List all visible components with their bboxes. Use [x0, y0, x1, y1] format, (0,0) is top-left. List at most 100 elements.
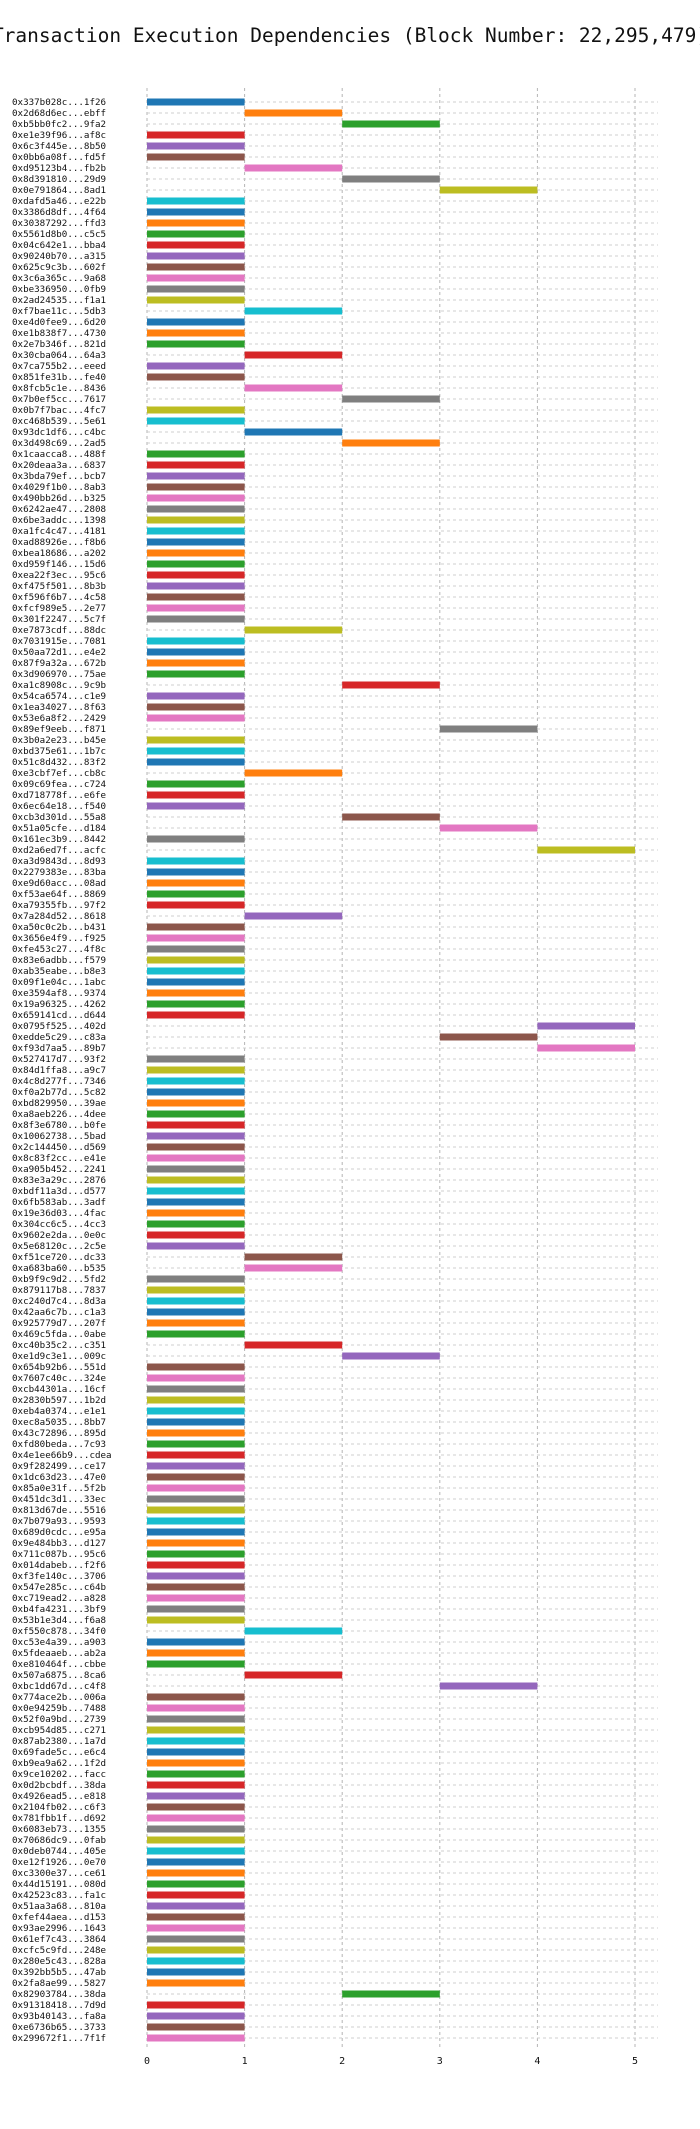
- bar: [439, 1033, 538, 1041]
- bar: [244, 1671, 343, 1679]
- y-tick-label: 0xedde5c29...c83a: [12, 1032, 106, 1043]
- y-tick-label: 0x879117b8...7837: [12, 1285, 106, 1296]
- bar: [147, 1451, 245, 1459]
- y-tick-label: 0x2c144450...d569: [12, 1142, 106, 1153]
- x-tick-label: 3: [437, 2056, 443, 2067]
- bar: [147, 1506, 245, 1514]
- y-tick-label: 0x6242ae47...2808: [12, 504, 106, 515]
- bar: [147, 1759, 245, 1767]
- y-tick-label: 0x304cc6c5...4cc3: [12, 1219, 106, 1230]
- bar: [147, 1143, 245, 1151]
- bar: [147, 230, 245, 238]
- bar: [244, 626, 343, 634]
- y-tick-label: 0x014dabeb...f2f6: [12, 1560, 106, 1571]
- y-tick-label: 0xc3300e37...ce61: [12, 1868, 106, 1879]
- y-tick-label: 0x2e7b346f...821d: [12, 339, 106, 350]
- y-tick-label: 0x30387292...ffd3: [12, 218, 106, 229]
- x-tick-label: 4: [534, 2056, 540, 2067]
- y-tick-label: 0x51aa3a68...810a: [12, 1901, 106, 1912]
- y-tick-label: 0x6fb583ab...3adf: [12, 1197, 106, 1208]
- y-tick-label: 0xa8aeb226...4dee: [12, 1109, 106, 1120]
- y-tick-label: 0xa50c0c2b...b431: [12, 922, 106, 933]
- y-tick-label: 0x0deb0744...405e: [12, 1846, 106, 1857]
- y-tick-label: 0xa1fc4c47...4181: [12, 526, 106, 537]
- bar: [147, 571, 245, 579]
- bar: [244, 428, 343, 436]
- y-tick-label: 0x87ab2380...1a7d: [12, 1736, 106, 1747]
- y-tick-label: 0xe1d9c3e1...009c: [12, 1351, 106, 1362]
- bar: [147, 318, 245, 326]
- y-tick-label: 0x527417d7...93f2: [12, 1054, 106, 1065]
- bar: [147, 1594, 245, 1602]
- bar: [147, 1858, 245, 1866]
- bar: [147, 142, 245, 150]
- y-tick-label: 0x490bb26d...b325: [12, 493, 106, 504]
- y-tick-label: 0xe1b838f7...4730: [12, 328, 106, 339]
- y-tick-label: 0xf0a2b77d...5c82: [12, 1087, 106, 1098]
- y-tick-label: 0x10062738...5bad: [12, 1131, 106, 1142]
- y-tick-label: 0x659141cd...d644: [12, 1010, 107, 1021]
- bar: [147, 1880, 245, 1888]
- y-tick-label: 0xc240d7c4...8d3a: [12, 1296, 106, 1307]
- bar: [147, 1242, 245, 1250]
- bar: [147, 868, 245, 876]
- bar: [244, 1253, 343, 1261]
- y-tick-label: 0x93dc1df6...c4bc: [12, 427, 106, 438]
- bar: [147, 1220, 245, 1228]
- y-tick-label: 0x84d1ffa8...a9c7: [12, 1065, 106, 1076]
- bar: [147, 1583, 245, 1591]
- y-tick-label: 0x09c69fea...c724: [12, 779, 107, 790]
- bar: [147, 989, 245, 997]
- bar: [147, 582, 245, 590]
- bar: [147, 978, 245, 986]
- y-tick-label: 0x44d15191...080d: [12, 1879, 106, 1890]
- y-tick-label: 0xe4d0fee9...6d20: [12, 317, 106, 328]
- y-tick-label: 0x93ae2996...1643: [12, 1923, 106, 1934]
- bar: [244, 351, 343, 359]
- bar: [147, 1704, 245, 1712]
- y-tick-label: 0x30cba064...64a3: [12, 350, 106, 361]
- y-tick-label: 0xdafd5a46...e22b: [12, 196, 106, 207]
- bar: [147, 516, 245, 524]
- bar: [342, 681, 440, 689]
- y-tick-label: 0x20deaa3a...6837: [12, 460, 106, 471]
- bar: [147, 494, 245, 502]
- bar: [147, 1407, 245, 1415]
- y-tick-label: 0x280e5c43...828a: [12, 1956, 106, 1967]
- y-tick-label: 0x7b0ef5cc...7617: [12, 394, 106, 405]
- bar: [147, 98, 245, 106]
- bar: [147, 1561, 245, 1569]
- bar: [147, 527, 245, 535]
- bar: [147, 1737, 245, 1745]
- y-tick-label: 0xd95123b4...fb2b: [12, 163, 106, 174]
- bar: [147, 835, 245, 843]
- bar: [147, 1209, 245, 1217]
- y-tick-label: 0x2830b597...1b2d: [12, 1395, 106, 1406]
- bar: [147, 263, 245, 271]
- chart-title: Transaction Execution Dependencies (Bloc…: [0, 24, 700, 47]
- bar: [147, 1495, 245, 1503]
- y-tick-label: 0xf51ce720...dc33: [12, 1252, 106, 1263]
- bar: [147, 252, 245, 260]
- bar: [147, 274, 245, 282]
- y-tick-label: 0x43c72896...895d: [12, 1428, 106, 1439]
- y-tick-label: 0xcb954d85...c271: [12, 1725, 106, 1736]
- y-tick-label: 0x8f3e6780...b0fe: [12, 1120, 106, 1131]
- y-tick-label: 0x301f2247...5c7f: [12, 614, 106, 625]
- bar: [244, 769, 343, 777]
- bar: [537, 846, 635, 854]
- y-tick-label: 0xbd375e61...1b7c: [12, 746, 106, 757]
- bar: [147, 1121, 245, 1129]
- bar: [147, 1000, 245, 1008]
- bar: [147, 967, 245, 975]
- y-tick-label: 0xd2a6ed7f...acfc: [12, 845, 106, 856]
- y-tick-label: 0x6083eb73...1355: [12, 1824, 106, 1835]
- bar: [147, 1088, 245, 1096]
- y-tick-label: 0x337b028c...1f26: [12, 97, 106, 108]
- bar: [537, 1044, 635, 1052]
- y-tick-label: 0xfcf989e5...2e77: [12, 603, 106, 614]
- bar: [147, 285, 245, 293]
- bar: [147, 153, 245, 161]
- y-tick-label: 0x53e6a8f2...2429: [12, 713, 106, 724]
- bar: [439, 1682, 538, 1690]
